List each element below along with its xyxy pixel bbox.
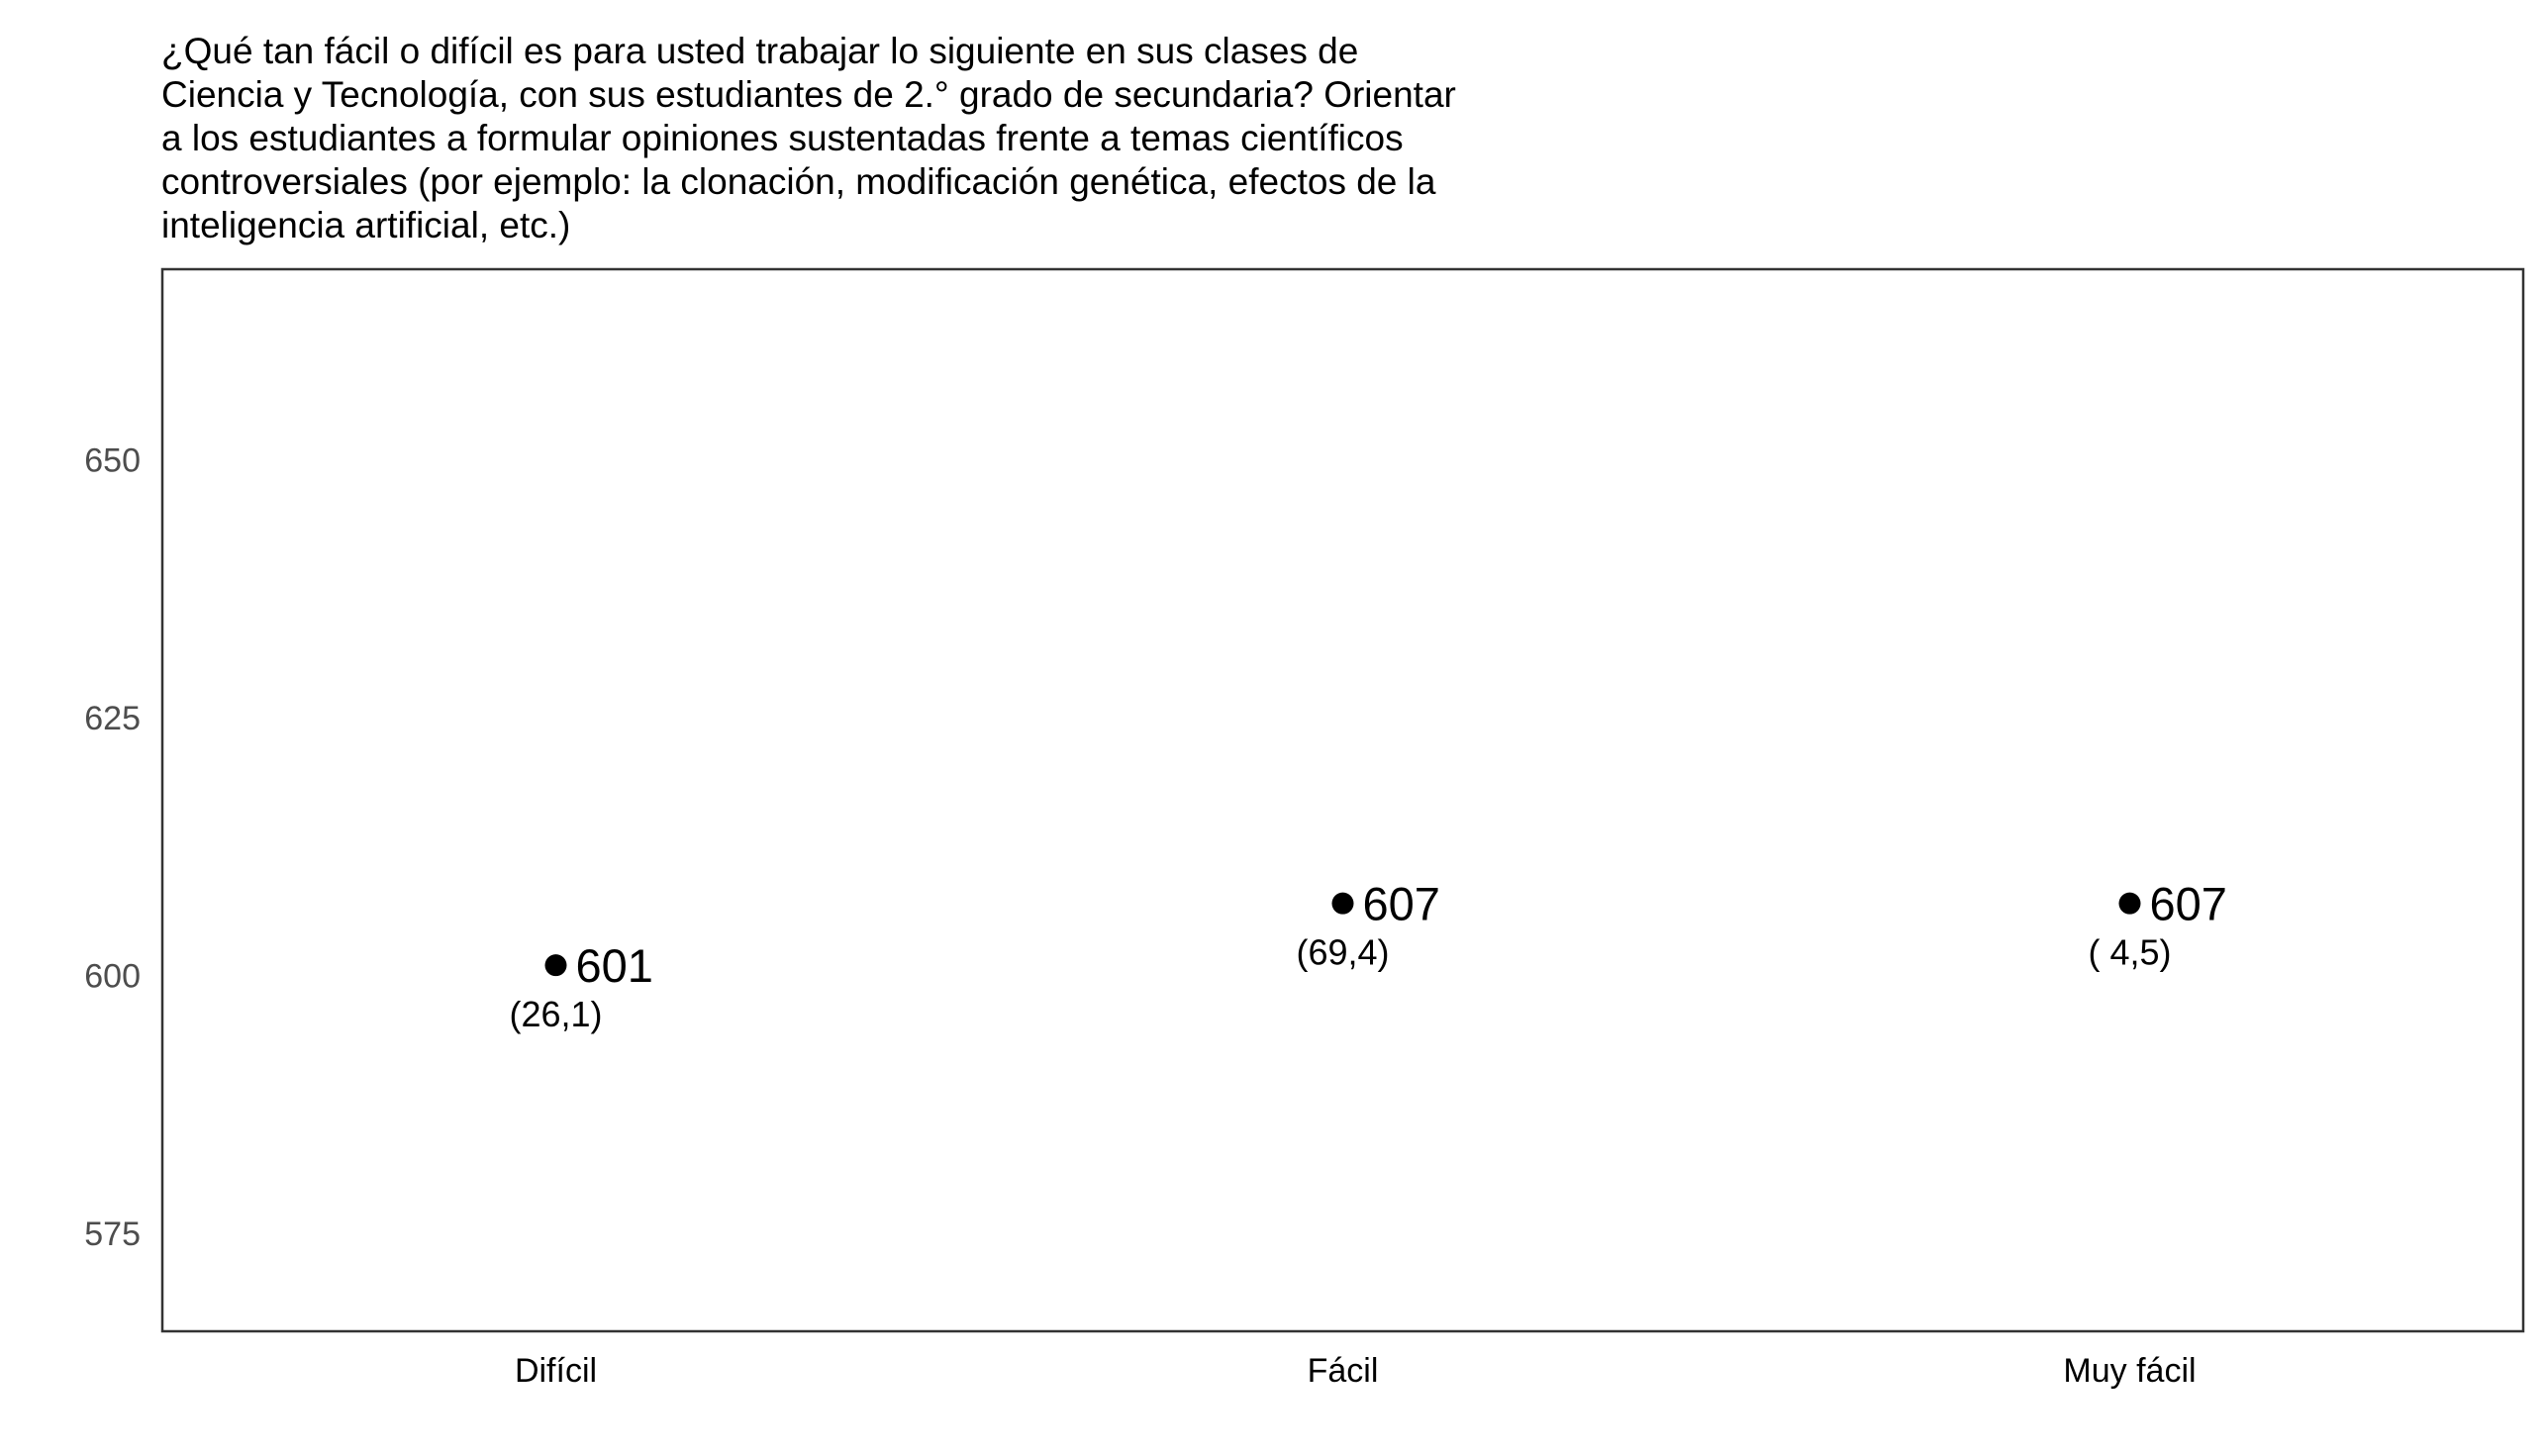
y-tick-label: 575 — [84, 1215, 141, 1253]
data-point — [1331, 892, 1354, 915]
data-point — [2118, 892, 2141, 915]
chart-title-line: Ciencia y Tecnología, con sus estudiante… — [161, 74, 1456, 115]
y-tick-label: 600 — [84, 958, 141, 996]
chart-title-line: ¿Qué tan fácil o difícil es para usted t… — [161, 31, 1359, 71]
data-percent-label: ( 4,5) — [2088, 932, 2171, 973]
chart-title-line: controversiales (por ejemplo: la clonaci… — [161, 161, 1436, 202]
y-tick-label: 625 — [84, 700, 141, 737]
data-point — [544, 954, 567, 977]
x-tick-label: Difícil — [515, 1352, 597, 1390]
x-tick-label: Fácil — [1308, 1352, 1379, 1390]
data-value-label: 607 — [2150, 878, 2227, 930]
chart-title-line: inteligencia artificial, etc.) — [161, 205, 571, 245]
x-tick-label: Muy fácil — [2063, 1352, 2196, 1390]
plot-frame — [160, 267, 2525, 1333]
data-percent-label: (26,1) — [509, 994, 602, 1034]
plot-area: 575 600 625 650 Difícil Fácil Muy fácil 601(26,… — [84, 267, 2525, 1390]
data-value-label: 601 — [576, 939, 653, 992]
chart-title: ¿Qué tan fácil o difícil es para usted t… — [161, 30, 1607, 247]
data-value-label: 607 — [1363, 878, 1440, 930]
chart-title-line: a los estudiantes a formular opiniones s… — [161, 118, 1404, 158]
data-percent-label: (69,4) — [1296, 932, 1389, 973]
y-tick-label: 650 — [84, 442, 141, 480]
